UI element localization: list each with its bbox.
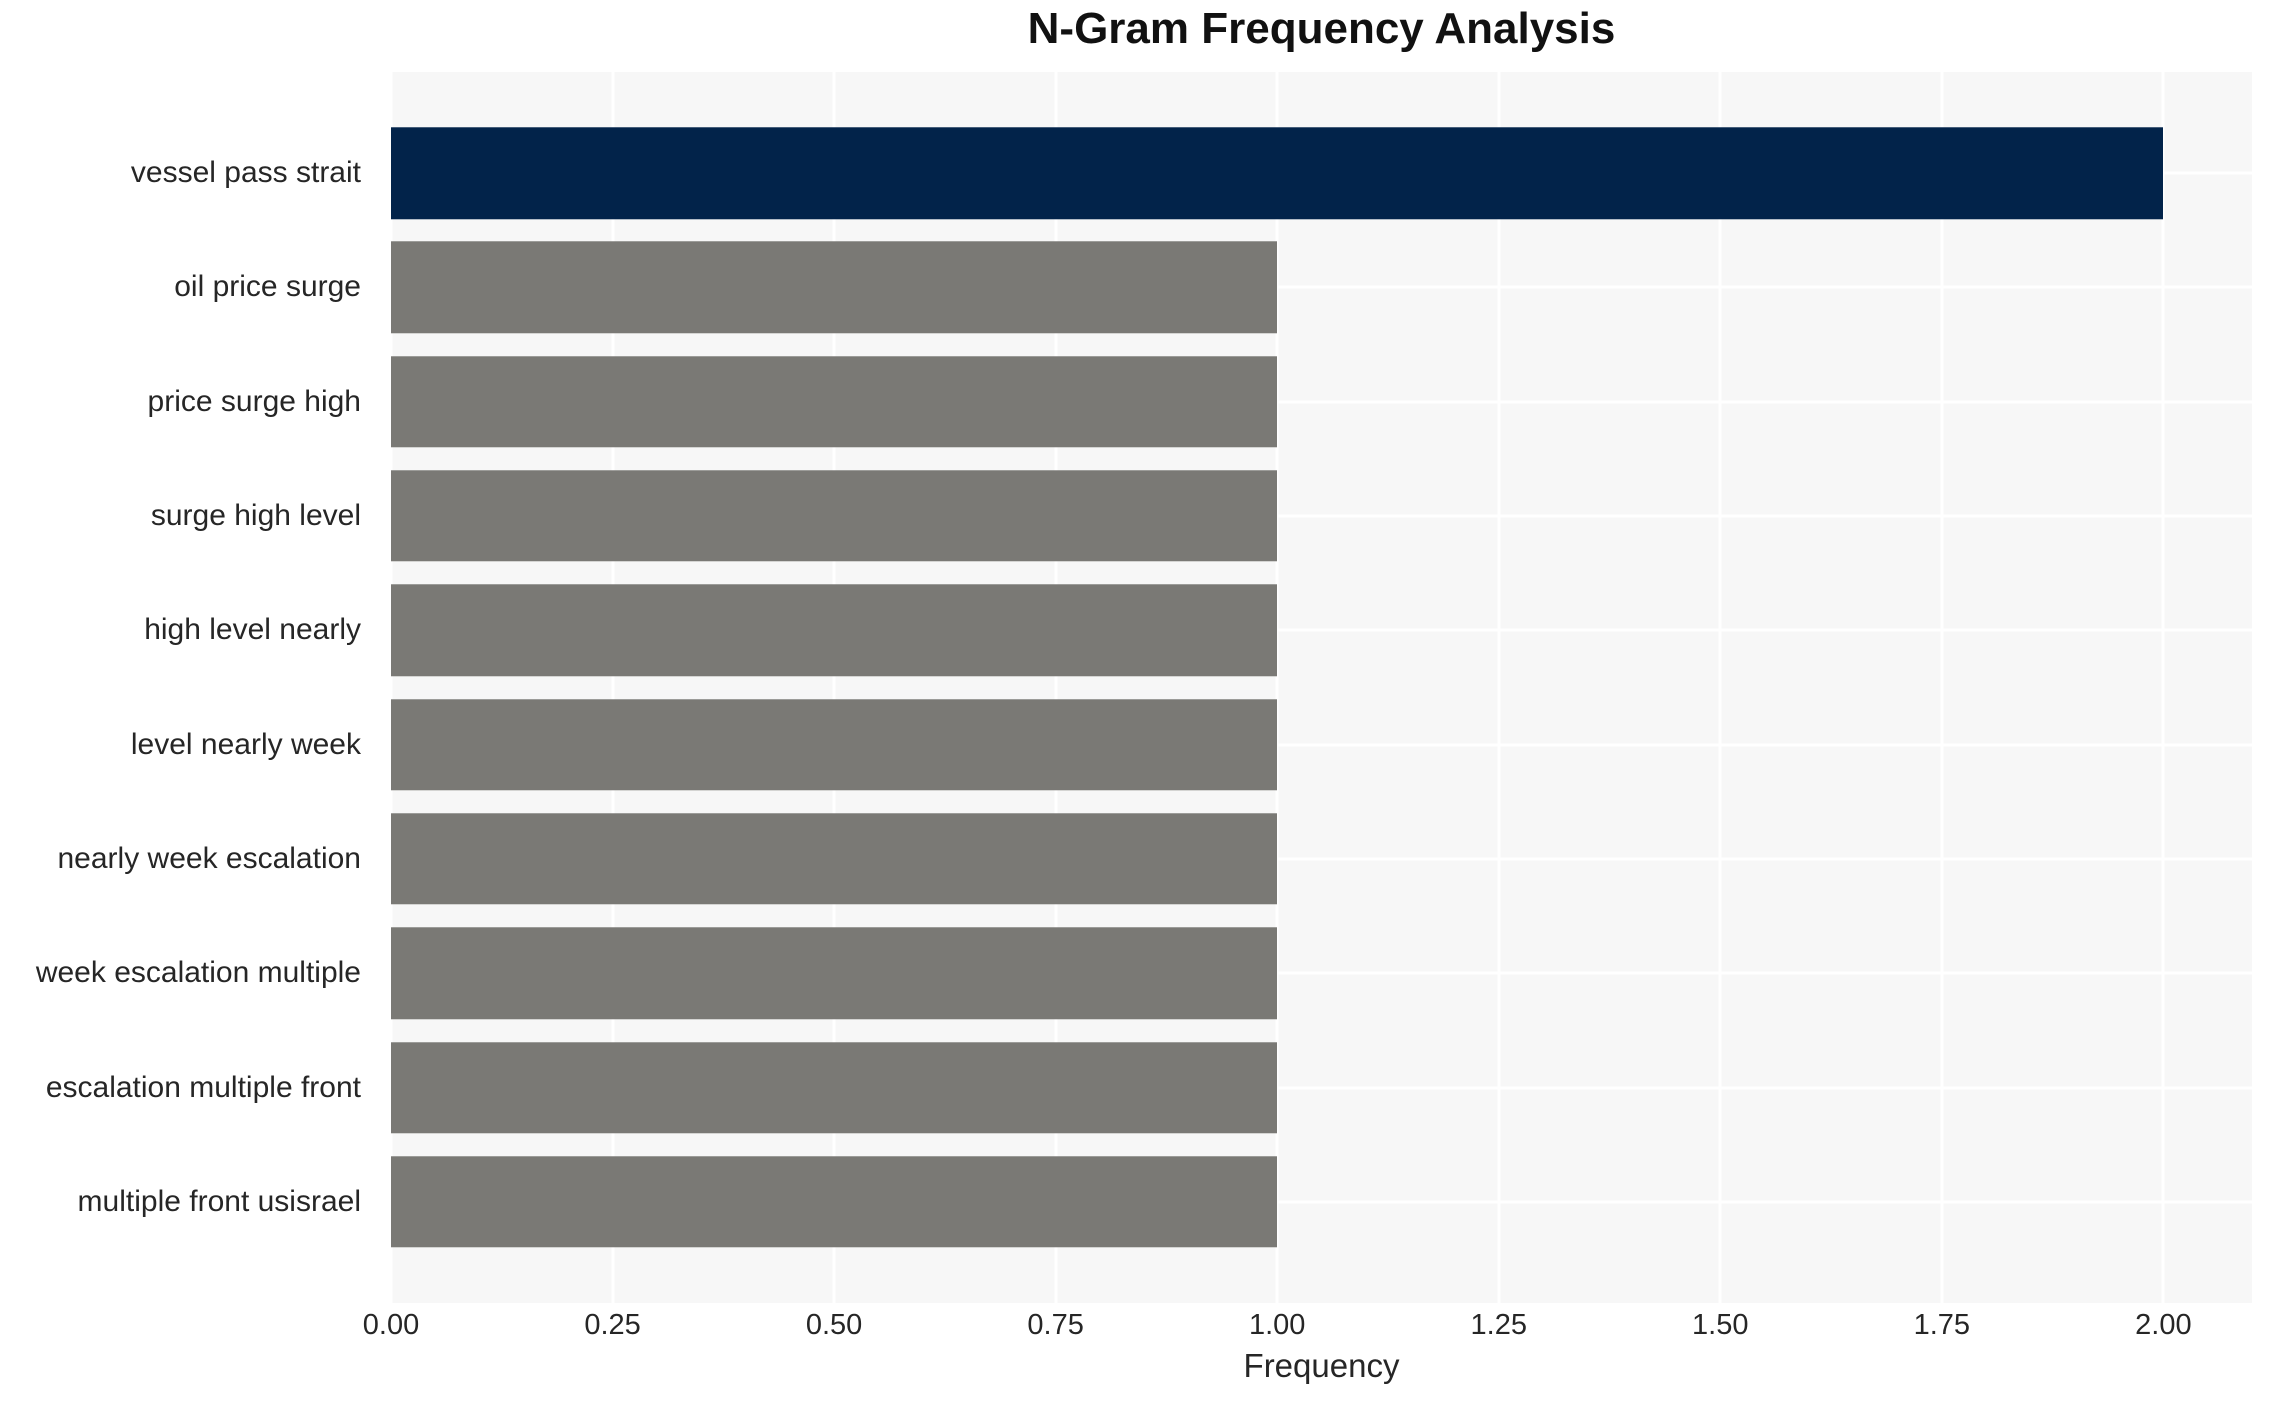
bar-week-escalation-multiple <box>391 927 1278 1019</box>
bar-multiple-front-usisrael <box>391 1156 1278 1248</box>
plot-area <box>389 72 2252 1303</box>
chart-title: N-Gram Frequency Analysis <box>1027 4 1616 53</box>
vertical-gridline <box>1054 72 1058 1303</box>
bar-row <box>391 802 2252 916</box>
vertical-gridline <box>611 72 615 1303</box>
vertical-gridline <box>1275 72 1279 1303</box>
y-tick-label: escalation multiple front <box>45 1070 361 1104</box>
vertical-gridline <box>1497 72 1501 1303</box>
horizontal-gridline <box>391 1086 2252 1090</box>
x-tick-label: 2.00 <box>2135 1309 2192 1341</box>
y-tick-label: week escalation multiple <box>35 956 361 990</box>
bar-row <box>391 1145 2252 1259</box>
y-tick-label: vessel pass strait <box>130 156 361 190</box>
y-tick-label: multiple front usisrael <box>77 1184 361 1218</box>
x-tick-label: 0.50 <box>805 1309 863 1341</box>
bar-row <box>391 116 2252 230</box>
horizontal-gridline <box>391 743 2252 747</box>
x-tick-label: 1.75 <box>1913 1309 1971 1341</box>
vertical-gridline <box>832 72 836 1303</box>
bar-escalation-multiple-front <box>391 1041 1278 1134</box>
x-tick-label: 0.00 <box>362 1309 420 1341</box>
bar-surge-high-level <box>391 470 1278 562</box>
x-axis-label: Frequency <box>1243 1347 1400 1384</box>
bar-oil-price-surge <box>391 241 1278 334</box>
bar-price-surge-high <box>391 356 1278 448</box>
horizontal-gridline <box>391 857 2252 861</box>
vertical-gridline <box>1718 72 1722 1303</box>
y-tick-label: level nearly week <box>130 727 361 761</box>
horizontal-gridline <box>391 514 2252 518</box>
x-tick-label: 0.25 <box>584 1309 641 1341</box>
horizontal-gridline <box>391 400 2252 404</box>
bar-row <box>391 345 2252 459</box>
bar-row <box>391 573 2252 687</box>
bar-row <box>391 687 2252 801</box>
y-tick-label: surge high level <box>150 499 361 533</box>
x-tick-label: 1.25 <box>1470 1309 1527 1341</box>
vertical-gridlines <box>389 72 2252 1303</box>
x-axis-ticks: 0.00 0.25 0.50 0.75 1.00 1.25 1.50 1.75 2.00 <box>363 1309 2252 1347</box>
bar-row <box>391 230 2252 344</box>
x-tick-label: 1.50 <box>1692 1309 1749 1341</box>
y-tick-label: price surge high <box>147 384 361 418</box>
bar-high-level-nearly <box>391 584 1278 677</box>
bar-rows <box>391 72 2252 1303</box>
bar-row <box>391 1030 2252 1144</box>
bar-nearly-week-escalation <box>391 813 1278 905</box>
bar-vessel-pass-strait <box>391 127 2164 219</box>
vertical-gridline <box>2161 72 2165 1303</box>
bar-level-nearly-week <box>391 698 1278 791</box>
x-tick-label: 1.00 <box>1248 1309 1306 1341</box>
horizontal-gridline <box>391 1200 2252 1204</box>
y-tick-label: nearly week escalation <box>57 841 361 875</box>
y-tick-label: high level nearly <box>144 613 361 647</box>
horizontal-gridline <box>391 285 2252 289</box>
y-tick-label: oil price surge <box>174 270 361 304</box>
horizontal-gridline <box>391 971 2252 975</box>
vertical-gridline <box>1940 72 1944 1303</box>
x-tick-label: 0.75 <box>1027 1309 1084 1341</box>
bar-row <box>391 916 2252 1030</box>
horizontal-gridline <box>391 628 2252 632</box>
y-axis-labels: vessel pass strait oil price surge price s… <box>0 72 376 1303</box>
vertical-gridline <box>389 72 393 1303</box>
bar-row <box>391 459 2252 573</box>
